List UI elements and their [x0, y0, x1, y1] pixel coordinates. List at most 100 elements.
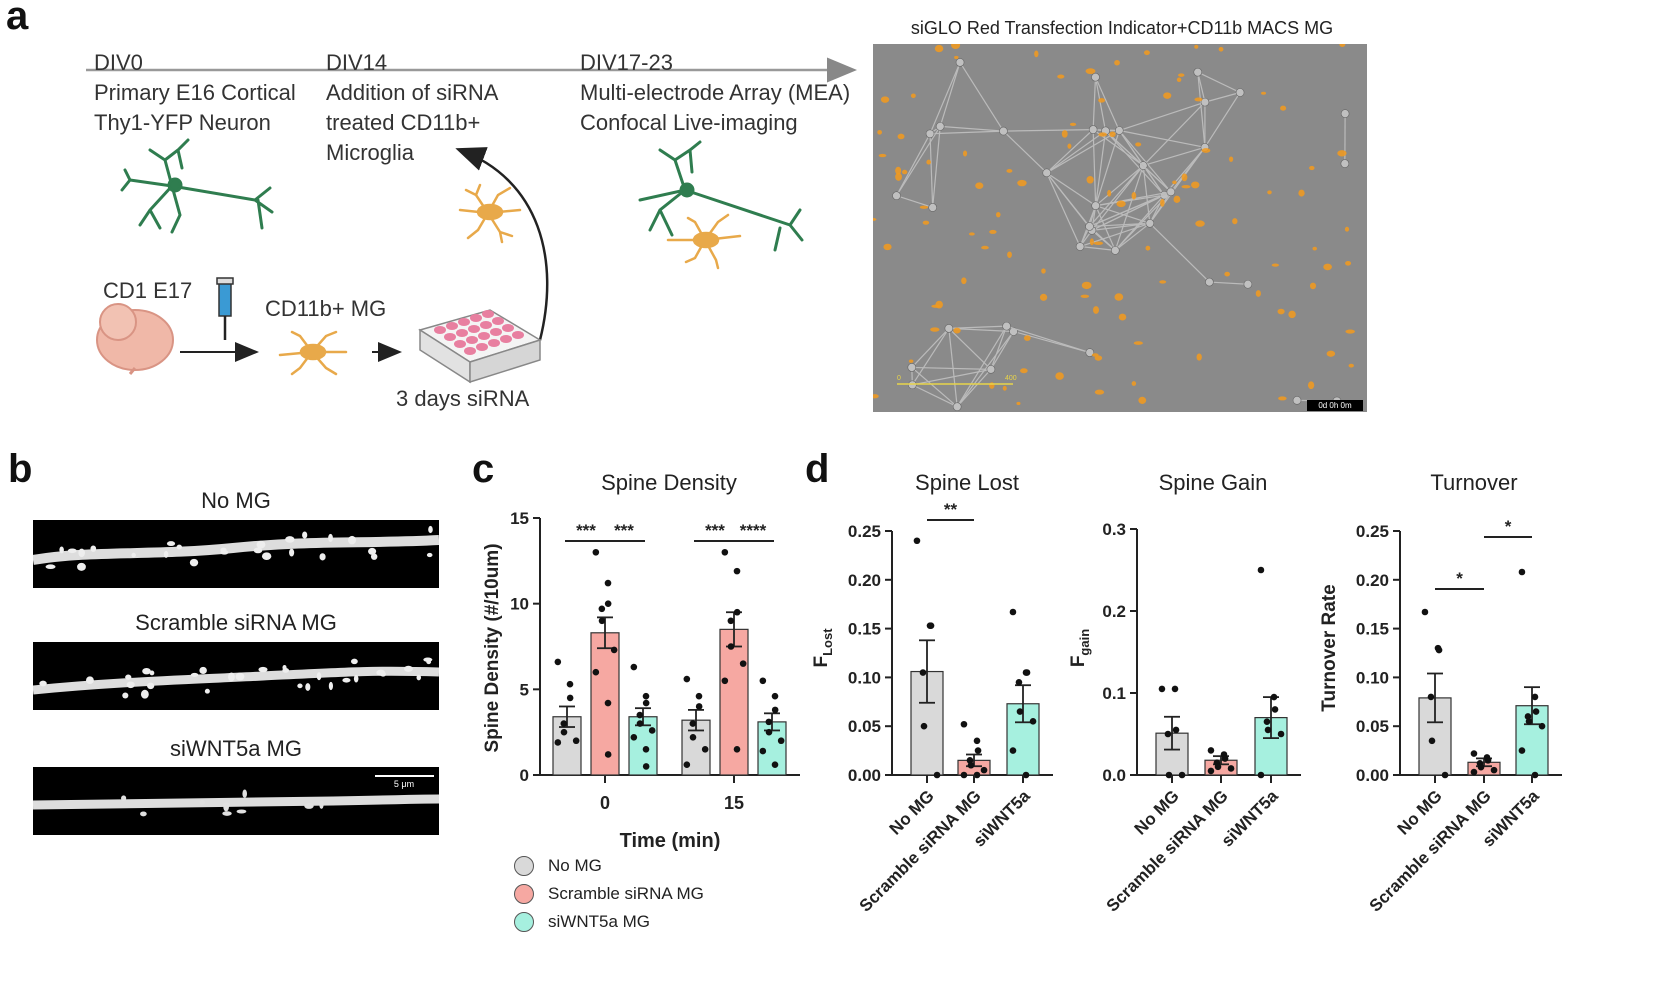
data-point	[771, 761, 779, 769]
legend-label: siWNT5a MG	[548, 912, 650, 931]
dendritic-spine	[242, 789, 248, 798]
neurite	[956, 325, 1008, 408]
data-point	[554, 658, 562, 666]
legend-item-scramble: Scramble siRNA MG	[514, 880, 704, 908]
data-point	[1421, 608, 1429, 616]
dendritic-spine	[403, 665, 413, 672]
stage-day-1: DIV14	[326, 50, 388, 75]
y-tick-label: 0.25	[1356, 522, 1389, 541]
data-point	[566, 694, 574, 702]
neurite	[1091, 222, 1150, 231]
dendritic-spine	[85, 676, 94, 684]
stage-day-2: DIV17-23	[580, 50, 673, 75]
chart-title: Turnover	[1430, 470, 1517, 495]
dendritic-spine	[319, 800, 324, 809]
neurite	[948, 327, 992, 370]
microglia-cell	[1133, 341, 1143, 345]
data-point	[1015, 678, 1023, 686]
cell-cluster	[1091, 201, 1100, 210]
microglia-cell	[1173, 195, 1181, 203]
data-point	[1435, 646, 1443, 654]
data-point	[1164, 730, 1172, 738]
microglia-cell	[873, 394, 879, 399]
dendritic-spine	[228, 672, 235, 682]
chart-title: Spine Lost	[915, 470, 1019, 495]
dendritic-spine	[235, 672, 245, 681]
dendritic-spine	[416, 674, 422, 681]
microglia-cell	[1271, 263, 1279, 267]
data-point	[604, 699, 612, 707]
microglia-cell	[1344, 226, 1350, 232]
neurite	[1046, 130, 1106, 174]
cell-cluster	[1200, 97, 1210, 107]
neurite	[912, 384, 958, 408]
data-point	[771, 692, 779, 700]
dendritic-spine	[304, 803, 314, 809]
cell-cluster	[907, 363, 917, 372]
y-tick-label: 0.05	[848, 717, 881, 736]
microglia-cell	[954, 55, 959, 60]
data-point	[1207, 767, 1215, 775]
y-tick-label: 0.15	[848, 620, 881, 639]
cell-cluster	[892, 191, 901, 201]
y-tick-label: 0.0	[1102, 766, 1126, 785]
y-tick-label: 0.25	[848, 522, 881, 541]
sirna-label: 3 days siRNA	[396, 386, 530, 411]
microglia-cell	[1339, 44, 1346, 47]
microglia-cell	[1280, 105, 1287, 111]
data-point	[642, 746, 650, 753]
microglia-cell	[1098, 132, 1108, 137]
cell-cluster	[928, 203, 937, 212]
dendritic-spine	[316, 672, 322, 681]
microglia-cell	[1201, 148, 1211, 153]
neurite	[956, 331, 1014, 408]
microglia-cell	[908, 359, 914, 363]
dendritic-spine	[261, 552, 272, 560]
data-point	[1257, 566, 1265, 574]
microglia-cell	[935, 300, 943, 309]
neurite	[959, 62, 1004, 132]
data-point	[1158, 685, 1166, 693]
microglia-cell	[1016, 401, 1021, 406]
microglia-cell	[1023, 335, 1031, 341]
panel-letter-d: d	[805, 447, 830, 491]
cell-cluster	[1205, 277, 1214, 287]
dendritic-spine	[222, 811, 232, 816]
dendritic-spine	[122, 692, 129, 699]
data-point	[1277, 730, 1285, 738]
microglia-cell	[975, 182, 984, 190]
microglia-cell	[989, 229, 997, 234]
dendrite-image-no-mg	[33, 520, 439, 588]
dendritic-spine	[77, 562, 86, 571]
data-point	[1221, 755, 1229, 762]
data-point	[919, 669, 927, 676]
microglia-cell	[1178, 73, 1185, 77]
microglia-cell	[883, 243, 892, 251]
neurite	[1094, 77, 1107, 131]
significance-label: ***	[576, 521, 596, 540]
microglia-cell	[1091, 353, 1099, 357]
microglia-cell	[1138, 396, 1147, 404]
neurite	[1046, 172, 1096, 207]
stage-line: Confocal Live-imaging	[580, 110, 798, 135]
microglia-cell	[1288, 310, 1296, 319]
timeline-schematic	[86, 57, 857, 384]
dendritic-spine	[140, 689, 149, 699]
neurite	[896, 133, 931, 196]
data-point	[554, 739, 562, 746]
y-tick-label: 10	[510, 595, 529, 614]
significance-label: ***	[614, 521, 634, 540]
data-point	[1428, 737, 1436, 745]
microglia-cell	[1194, 44, 1199, 49]
data-point	[1172, 726, 1180, 734]
data-point	[721, 548, 729, 556]
data-point	[1207, 747, 1215, 754]
dendritic-spine	[328, 533, 333, 543]
dendritic-spine	[302, 531, 308, 539]
data-point	[1518, 568, 1526, 576]
data-point	[1525, 718, 1533, 725]
microglia-cell	[1326, 350, 1336, 357]
dendritic-spine	[121, 795, 127, 802]
data-point	[592, 548, 600, 556]
neurite	[1114, 165, 1144, 251]
